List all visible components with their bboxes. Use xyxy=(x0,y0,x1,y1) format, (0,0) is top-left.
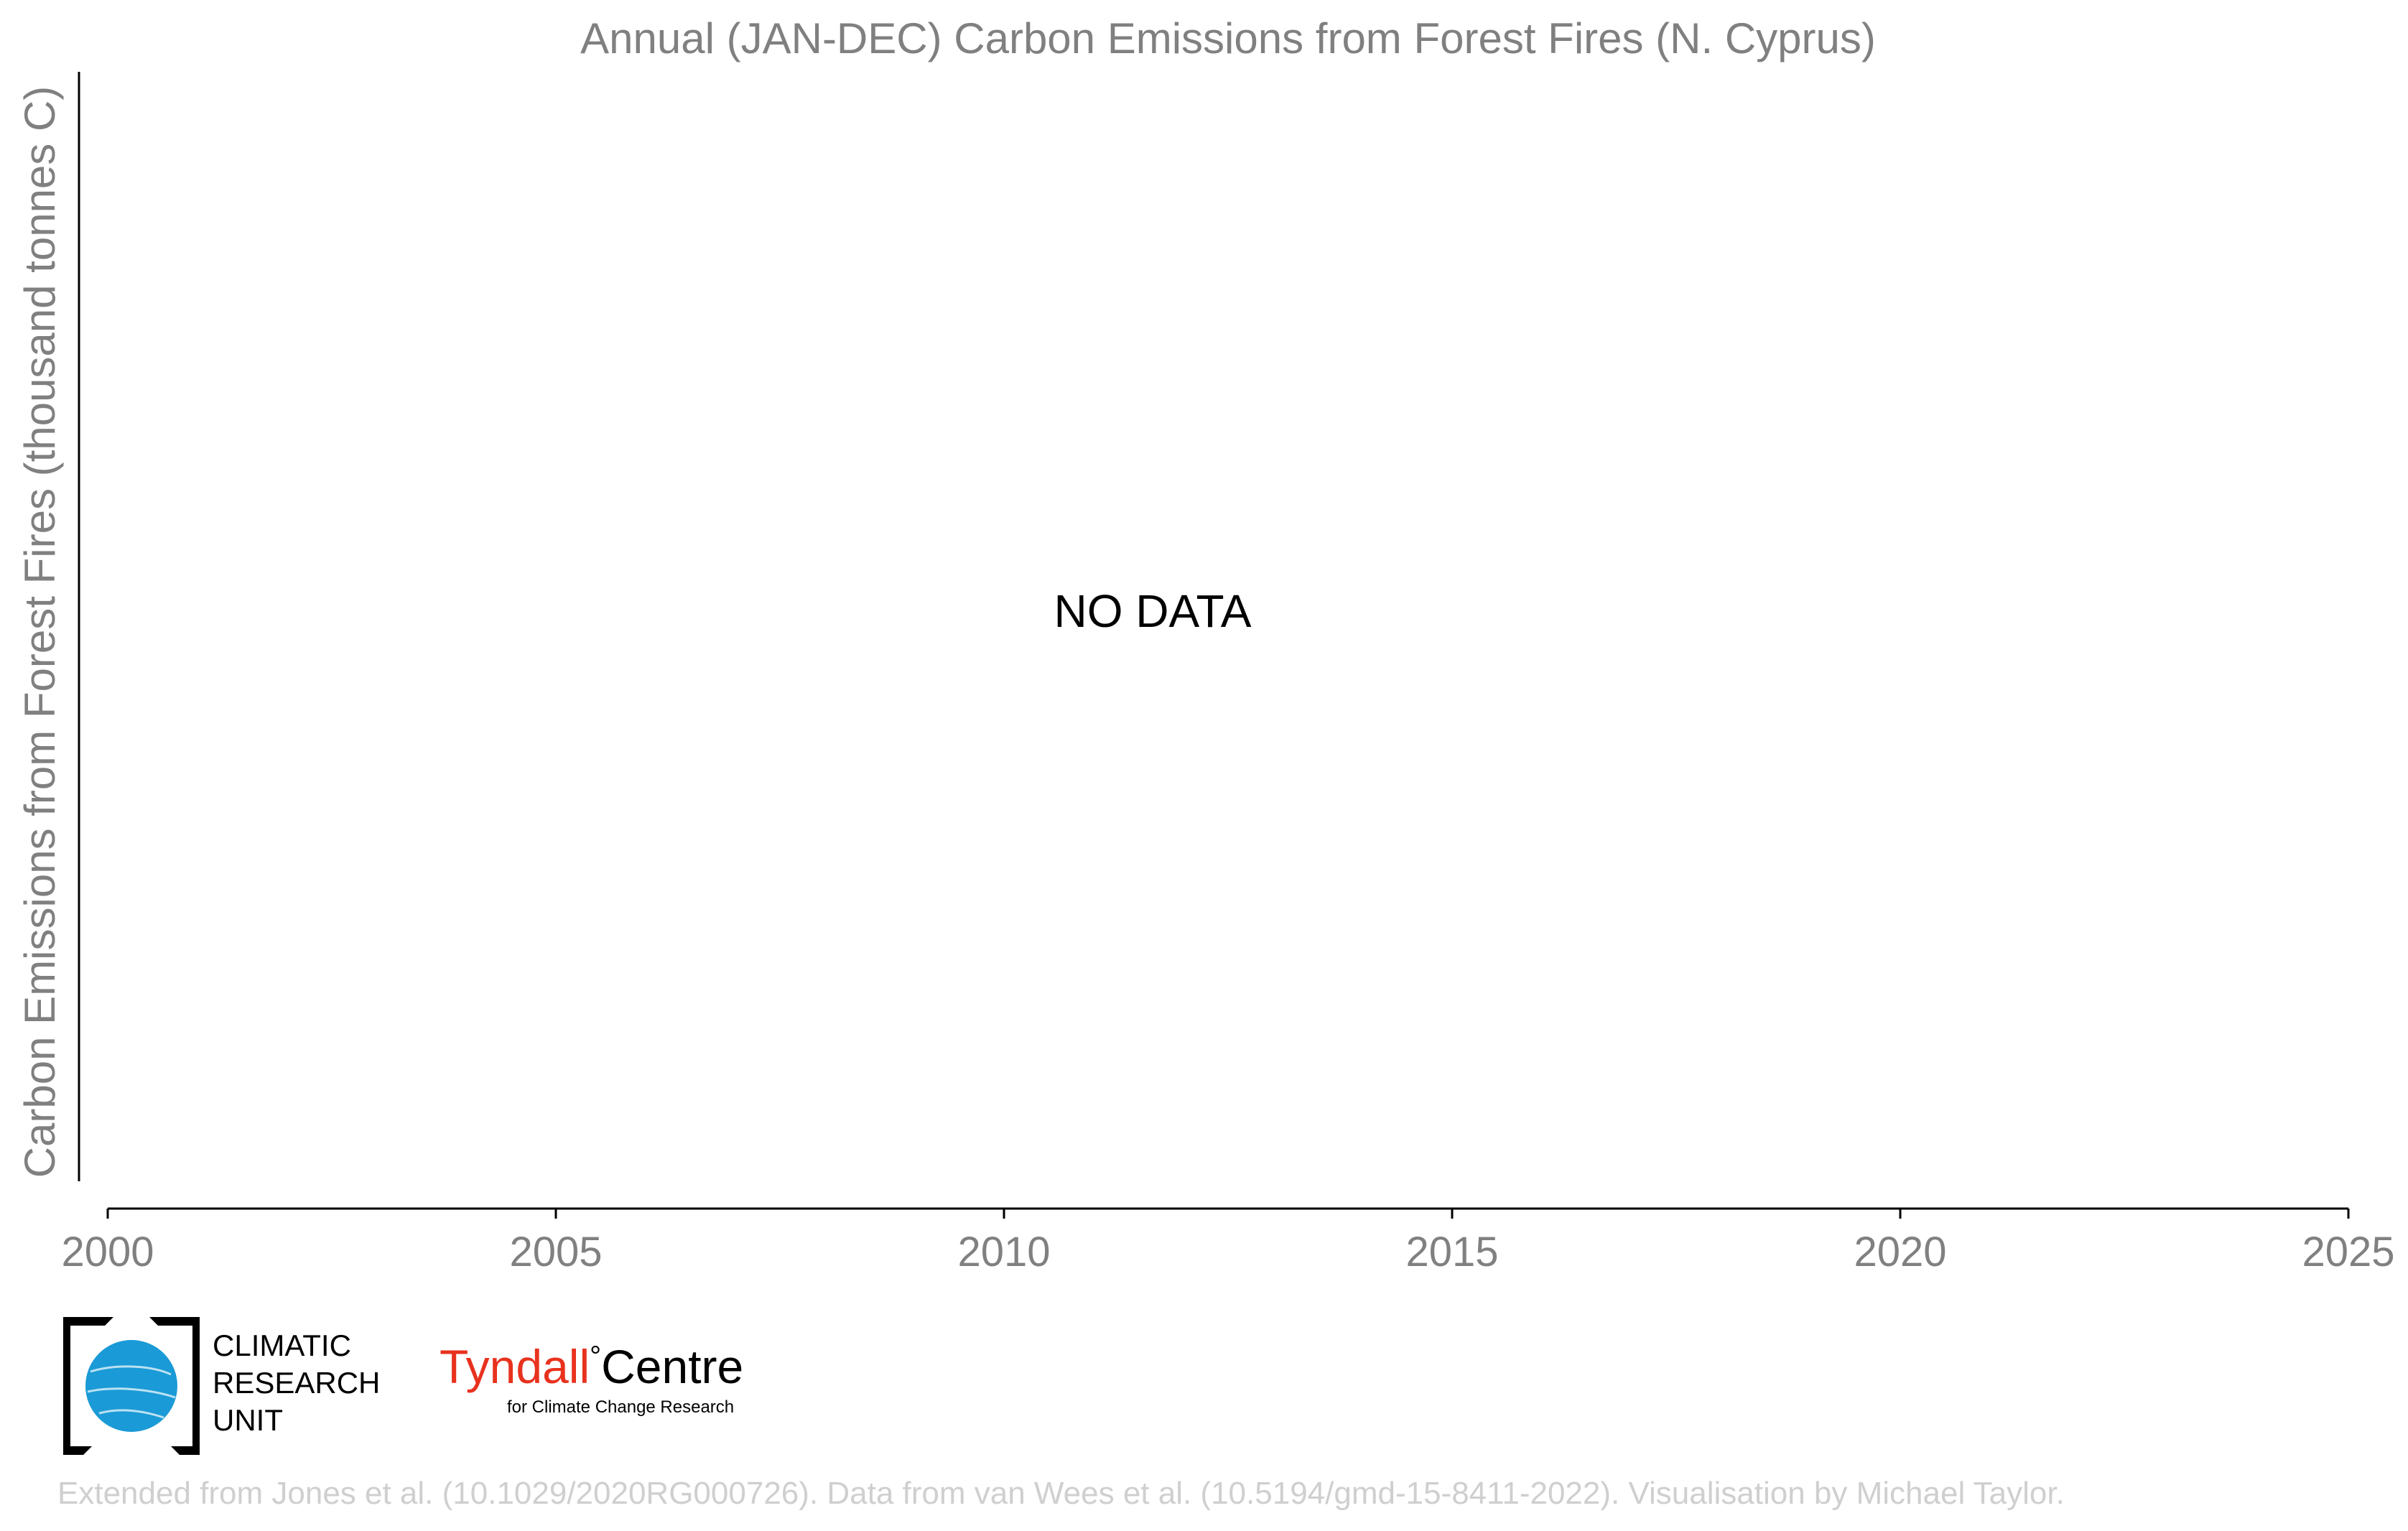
cru-line-1: CLIMATIC xyxy=(213,1328,351,1362)
tyndall-centre: Centre xyxy=(601,1340,744,1393)
y-axis-label: Carbon Emissions from Forest Fires (thou… xyxy=(16,86,64,1178)
tyndall-main: Tyndall xyxy=(440,1340,590,1393)
cru-logo xyxy=(56,1314,207,1458)
x-tick-label: 2015 xyxy=(1405,1229,1498,1275)
x-tick-label: 2025 xyxy=(2302,1229,2394,1275)
x-tick-label: 2010 xyxy=(957,1229,1050,1275)
cru-line-2: RESEARCH xyxy=(213,1366,381,1400)
tyndall-degree: ° xyxy=(590,1341,602,1372)
cru-logo-text: CLIMATIC RESEARCH UNIT xyxy=(213,1327,380,1439)
footer-credit: Extended from Jones et al. (10.1029/2020… xyxy=(57,1476,2065,1511)
cru-globe-icon xyxy=(63,1317,200,1455)
tyndall-subtitle: for Climate Change Research xyxy=(507,1397,735,1417)
chart-title: Annual (JAN-DEC) Carbon Emissions from F… xyxy=(580,14,1876,62)
cru-line-3: UNIT xyxy=(213,1403,283,1437)
x-tick-label: 2005 xyxy=(509,1229,602,1275)
no-data-annotation: NO DATA xyxy=(1054,585,1252,637)
x-tick-label: 2020 xyxy=(1854,1229,1946,1275)
x-tick-label: 2000 xyxy=(61,1229,154,1275)
tyndall-logo: Tyndall°Centre xyxy=(440,1339,743,1394)
x-axis-ticks: 2000 2005 2010 2015 2020 2025 xyxy=(61,1209,2395,1275)
